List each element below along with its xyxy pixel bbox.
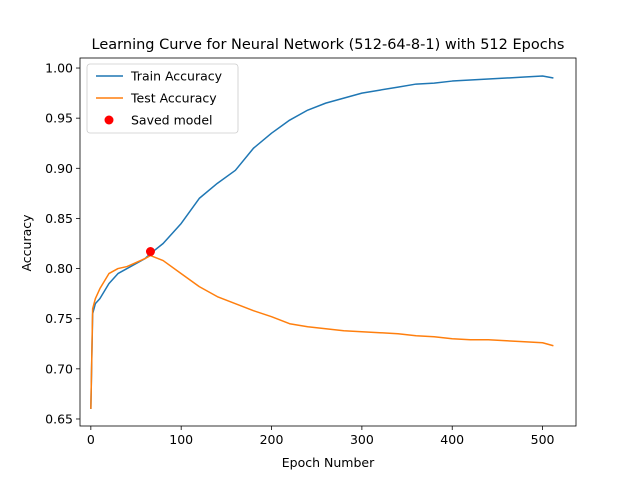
axes-frame (79, 57, 577, 427)
y-tick-label: 0.95 (45, 111, 73, 126)
legend-label-train: Train Accuracy (130, 69, 223, 84)
y-axis-label: Accuracy (19, 214, 34, 272)
y-tick-label: 0.65 (45, 411, 73, 426)
y-tick-label: 0.85 (45, 211, 73, 226)
y-tick-label: 0.70 (45, 361, 73, 376)
saved-model-point (145, 247, 155, 257)
legend-box (86, 63, 239, 134)
series-line-test-accuracy (90, 254, 554, 409)
legend-swatch-saved (104, 115, 114, 125)
x-axis-label: Epoch Number (282, 455, 375, 470)
y-tick-label: 1.00 (45, 61, 73, 76)
legend-label-test: Test Accuracy (130, 91, 217, 106)
chart-title: Learning Curve for Neural Network (512-6… (92, 37, 565, 53)
x-tick-label: 300 (350, 432, 374, 447)
y-tick-label: 0.75 (45, 311, 73, 326)
x-tick-label: 0 (87, 432, 95, 447)
legend: Train Accuracy Test Accuracy Saved model (86, 63, 239, 134)
x-tick-label: 500 (531, 432, 555, 447)
y-tick-label: 0.90 (45, 161, 73, 176)
legend-label-saved: Saved model (131, 113, 213, 128)
x-tick-label: 100 (169, 432, 193, 447)
series-line-train-accuracy (90, 75, 554, 409)
x-tick-label: 200 (260, 432, 284, 447)
x-tick-label: 400 (440, 432, 464, 447)
y-tick-label: 0.80 (45, 261, 73, 276)
plot-area: 0 100 200 300 400 500 0.65 0.70 0.75 0.80 0.85 0.90… (45, 57, 577, 447)
